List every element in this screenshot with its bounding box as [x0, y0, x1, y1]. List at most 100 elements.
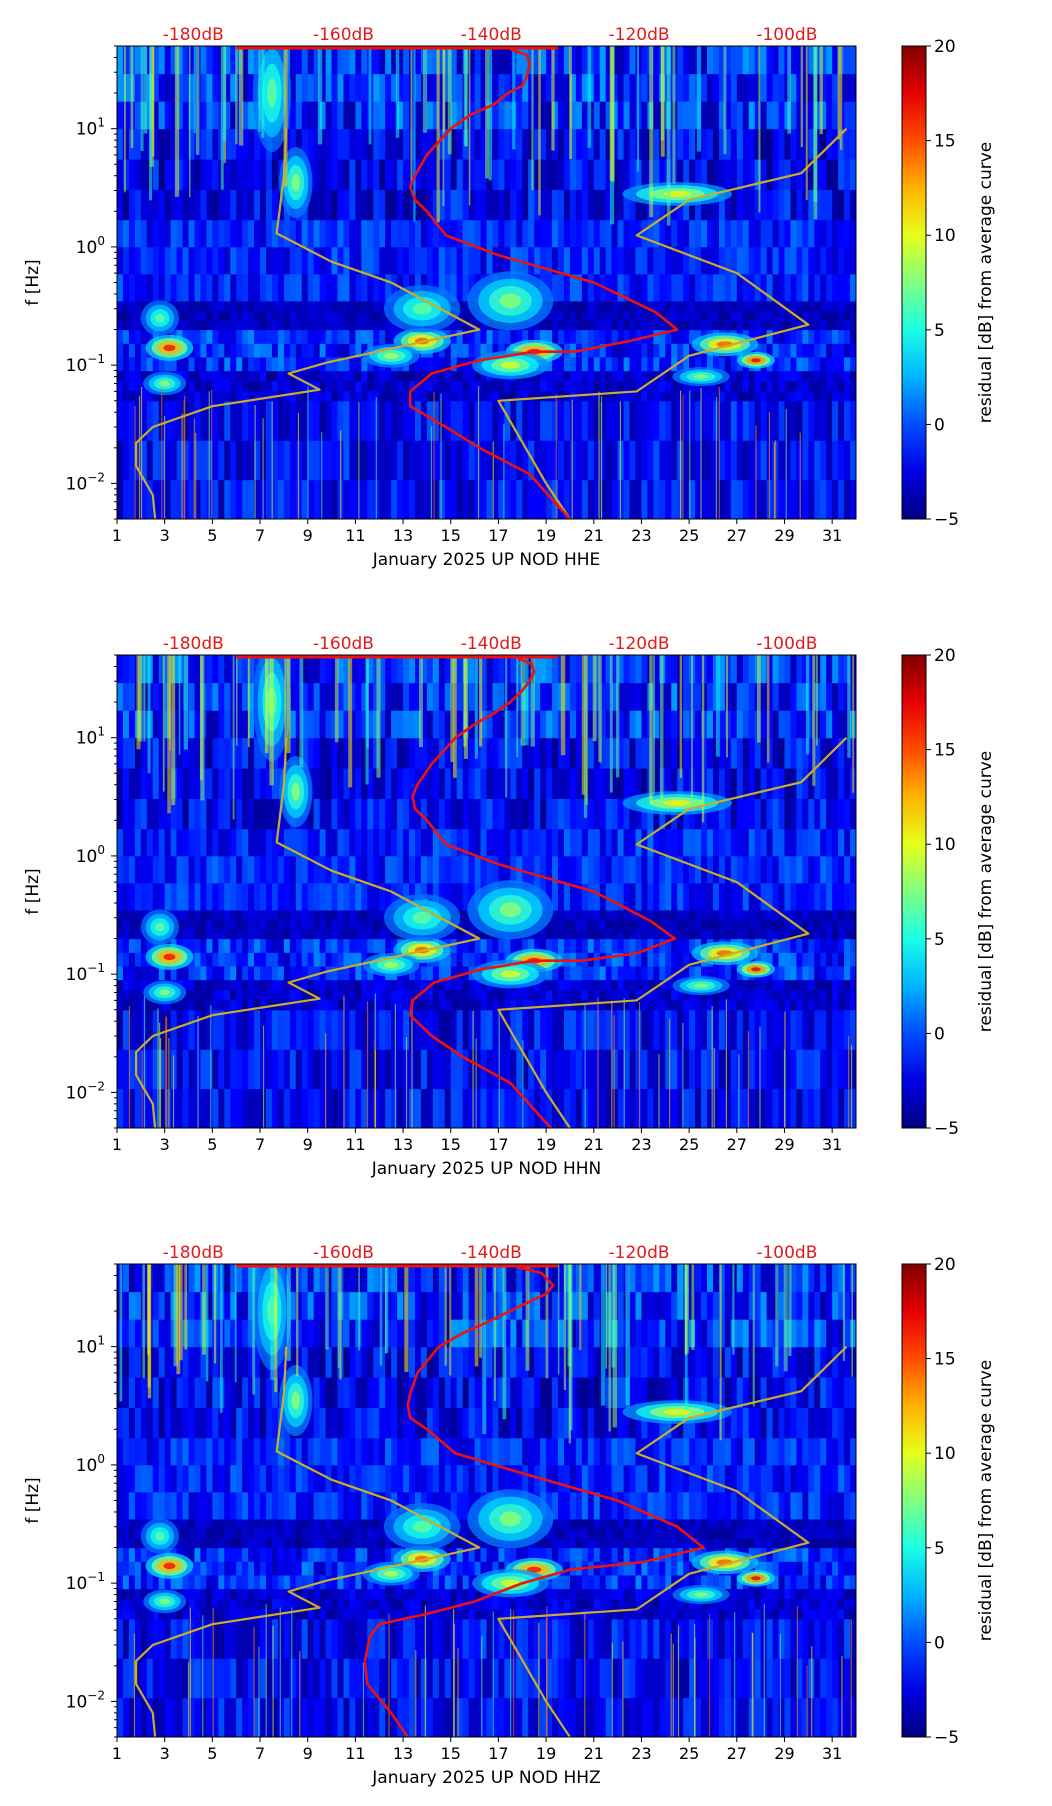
spectrogram-cell [683, 919, 690, 930]
spectrogram-cell [653, 682, 660, 711]
spectrogram-cell [397, 737, 404, 769]
spectrogram-cell [248, 158, 255, 190]
spectrogram-cell [122, 798, 130, 830]
spectrogram-cell [653, 999, 660, 1011]
spectrogram-cell [236, 440, 243, 481]
spectrogram-cell [563, 356, 571, 372]
spectrogram-cell [808, 343, 815, 358]
spectrogram-cell [635, 1049, 643, 1090]
spectrogram-cell [808, 390, 815, 402]
spectrogram-cell [373, 1009, 380, 1050]
spectrogram-cell [665, 919, 672, 930]
spectrogram-cell [456, 273, 464, 302]
spectrogram-cell [420, 1049, 428, 1090]
spectrogram-streak [660, 46, 665, 157]
spectrogram-cell [355, 219, 362, 248]
spectrogram-cell [158, 737, 166, 769]
spectrogram-cell [575, 710, 583, 739]
spectrogram-cell [361, 219, 368, 248]
spectrogram-cell [599, 219, 607, 248]
spectrogram-cell [558, 356, 565, 372]
spectrogram-cell [546, 737, 553, 769]
spectrogram-cell [677, 310, 684, 321]
spectrogram-cell [200, 479, 207, 519]
spectrogram-cell [593, 400, 601, 441]
spectrogram-cell [826, 300, 833, 311]
spectrogram-cell [242, 767, 249, 799]
spectrogram-cell [563, 380, 571, 392]
spectrogram-cell [426, 965, 434, 981]
spectrogram-cell [128, 189, 136, 221]
spectrogram-cell [218, 1049, 225, 1090]
spectrogram-cell [152, 1088, 160, 1128]
spectrogram-cell [248, 246, 255, 275]
spectrogram-cell [569, 300, 577, 311]
spectrogram-cell [796, 273, 803, 302]
spectrogram-cell [301, 329, 309, 344]
spectrogram-cell [361, 928, 368, 940]
spectrogram-cell [474, 938, 482, 953]
spectrogram-cell [128, 390, 136, 402]
spectrogram-cell [313, 380, 321, 392]
spectrogram-cell [760, 158, 768, 190]
spectrogram-cell [707, 319, 714, 331]
spectrogram-cell [134, 246, 142, 275]
spectrogram-cell [218, 380, 225, 392]
spectrogram-cell [450, 440, 458, 481]
spectrogram-cell [540, 682, 547, 711]
spectrogram-cell [218, 710, 225, 739]
spectrogram-cell [748, 73, 756, 102]
spectrogram-cell [760, 319, 768, 331]
spectrogram-cell [391, 370, 398, 382]
spectrogram-cell [820, 400, 827, 441]
spectrogram-cell [707, 246, 714, 275]
spectrogram-cell [730, 219, 738, 248]
spectrogram-cell [790, 440, 798, 481]
spectrogram-cell [206, 310, 213, 321]
spectrogram-cell [474, 343, 482, 358]
spectrogram-cell [122, 989, 130, 1001]
spectrogram-cell [426, 1088, 434, 1128]
spectrogram-cell [802, 370, 809, 382]
spectrogram-cell [260, 189, 267, 221]
spectrogram-cell [158, 101, 166, 130]
spectrogram-cell [128, 1049, 136, 1090]
spectrogram-cell [373, 310, 380, 321]
spectrogram-cell [724, 101, 732, 130]
spectrogram-cell [307, 273, 315, 302]
spectrogram-cell [265, 798, 273, 830]
spectrogram-cell [593, 128, 601, 160]
spectrogram-cell [414, 1009, 422, 1050]
spectrogram-cell [379, 189, 386, 221]
spectrogram-cell [176, 798, 184, 830]
spectrogram-cell [558, 828, 565, 857]
spectrogram-cell [260, 989, 267, 1001]
spectrogram-cell [730, 310, 738, 321]
spectrogram-cell [152, 1009, 160, 1050]
spectrogram-cell [343, 952, 351, 967]
spectrogram-cell [552, 938, 559, 953]
spectrogram-cell [397, 440, 404, 481]
spectrogram-cell [373, 319, 380, 331]
spectrogram-cell [498, 828, 505, 857]
colorbar [901, 45, 927, 520]
spectrogram-cell [414, 73, 422, 102]
spectrogram-cell [176, 440, 184, 481]
spectrogram-cell [629, 989, 637, 1001]
spectrogram-cell [558, 1049, 565, 1090]
spectrogram-cell [462, 329, 470, 344]
spectrogram-cell [689, 1009, 696, 1050]
spectrogram-cell [212, 329, 219, 344]
spectrogram-cell [432, 356, 440, 372]
spectrogram-cell [748, 390, 756, 402]
spectrogram-cell [242, 965, 249, 981]
spectrogram-cell [701, 1049, 708, 1090]
spectrogram-cell [468, 310, 476, 321]
spectrogram-cell [200, 999, 207, 1011]
spectrogram-cell [188, 440, 196, 481]
spectrogram-cell [659, 329, 666, 344]
spectrogram-cell [313, 767, 321, 799]
spectrogram-cell [397, 189, 404, 221]
spectrogram-cell [456, 390, 464, 402]
spectrogram-cell [444, 979, 452, 991]
